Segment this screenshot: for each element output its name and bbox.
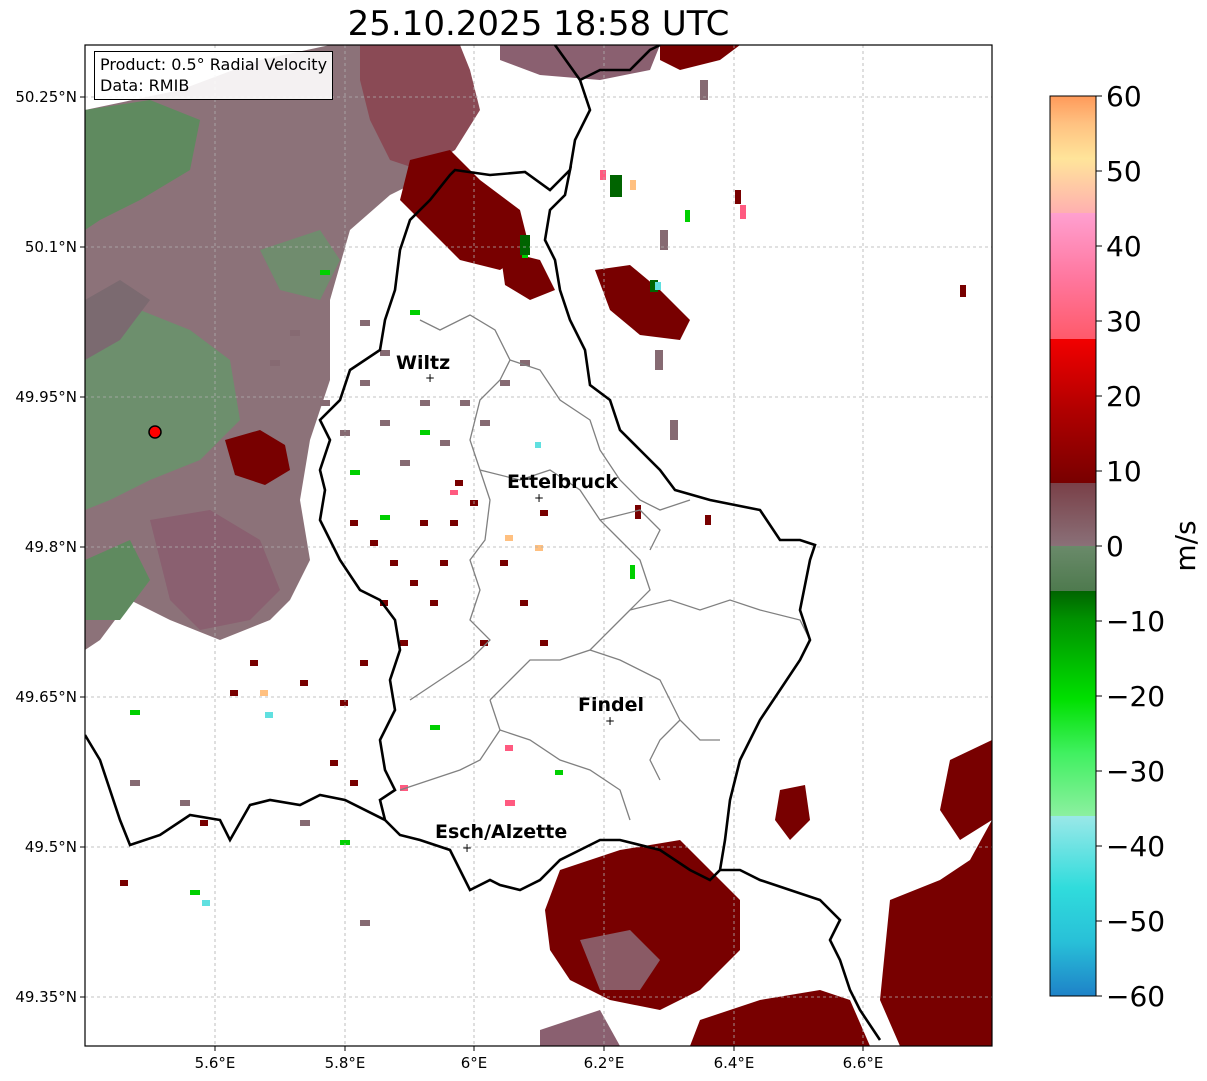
y-tick-label: 49.95°N [15, 388, 77, 406]
city-label-wiltz: Wiltz [396, 352, 450, 374]
data-source-label: Data: RMIB [100, 76, 190, 95]
y-tick-label: 49.65°N [15, 688, 77, 706]
city-wiltz: Wiltz + [396, 352, 450, 385]
colorbar-tick-label: 50 [1106, 155, 1142, 188]
y-tick-label: 50.1°N [25, 238, 77, 256]
colorbar-gradient [1049, 95, 1097, 997]
colorbar-tick-label: 30 [1106, 305, 1142, 338]
colorbar-tick-label: 10 [1106, 455, 1142, 488]
x-tick-label: 6.2°E [584, 1054, 625, 1072]
y-tick-label: 49.8°N [25, 538, 77, 556]
x-axis: 5.6°E 5.8°E 6°E 6.2°E 6.4°E 6.6°E [195, 1046, 884, 1072]
y-tick-label: 50.25°N [15, 88, 77, 106]
colorbar-tick-label: −60 [1106, 980, 1165, 1013]
city-label-findel: Findel [578, 694, 644, 716]
city-label-esch: Esch/Alzette [435, 821, 567, 843]
national-borders [85, 45, 882, 1041]
x-tick-label: 6°E [461, 1054, 488, 1072]
x-tick-label: 5.8°E [325, 1054, 366, 1072]
canton-boundaries [399, 314, 811, 821]
city-marker-esch: + [462, 841, 472, 855]
product-label: Product: 0.5° Radial Velocity [100, 55, 328, 74]
x-tick-label: 6.6°E [843, 1054, 884, 1072]
city-label-ettelbruck: Ettelbruck [507, 471, 618, 493]
y-axis: 50.25°N 50.1°N 49.95°N 49.8°N 49.65°N 49… [15, 88, 85, 1006]
colorbar-tick-label: −40 [1106, 830, 1165, 863]
city-esch: Esch/Alzette + [435, 821, 567, 855]
colorbar-tick-label: −10 [1106, 605, 1165, 638]
city-marker-wiltz: + [425, 371, 435, 385]
colorbar-tick-label: 60 [1106, 80, 1142, 113]
y-tick-label: 49.5°N [25, 838, 77, 856]
city-marker-findel: + [605, 714, 615, 728]
city-findel: Findel + [578, 694, 644, 728]
radar-echoes [85, 45, 992, 1046]
colorbar-tick-label: −20 [1106, 680, 1165, 713]
x-tick-label: 6.4°E [714, 1054, 755, 1072]
y-tick-label: 49.35°N [15, 988, 77, 1006]
map-title: 25.10.2025 18:58 UTC [347, 4, 730, 44]
colorbar-tick-label: 40 [1106, 230, 1142, 263]
colorbar-tick-label: 0 [1106, 530, 1124, 563]
colorbar: 60 50 40 30 20 10 0 −10 −20 −30 −40 −50 … [1049, 80, 1202, 1013]
city-ettelbruck: Ettelbruck + [507, 471, 618, 505]
product-info-box: Product: 0.5° Radial Velocity Data: RMIB [94, 51, 334, 100]
colorbar-unit-label: m/s [1169, 520, 1202, 571]
colorbar-tick-label: −30 [1106, 755, 1165, 788]
x-tick-label: 5.6°E [195, 1054, 236, 1072]
map-frame [84, 44, 993, 1047]
colorbar-tick-label: −50 [1106, 905, 1165, 938]
city-marker-ettelbruck: + [534, 491, 544, 505]
radar-site-marker [148, 425, 162, 439]
colorbar-tick-label: 20 [1106, 380, 1142, 413]
